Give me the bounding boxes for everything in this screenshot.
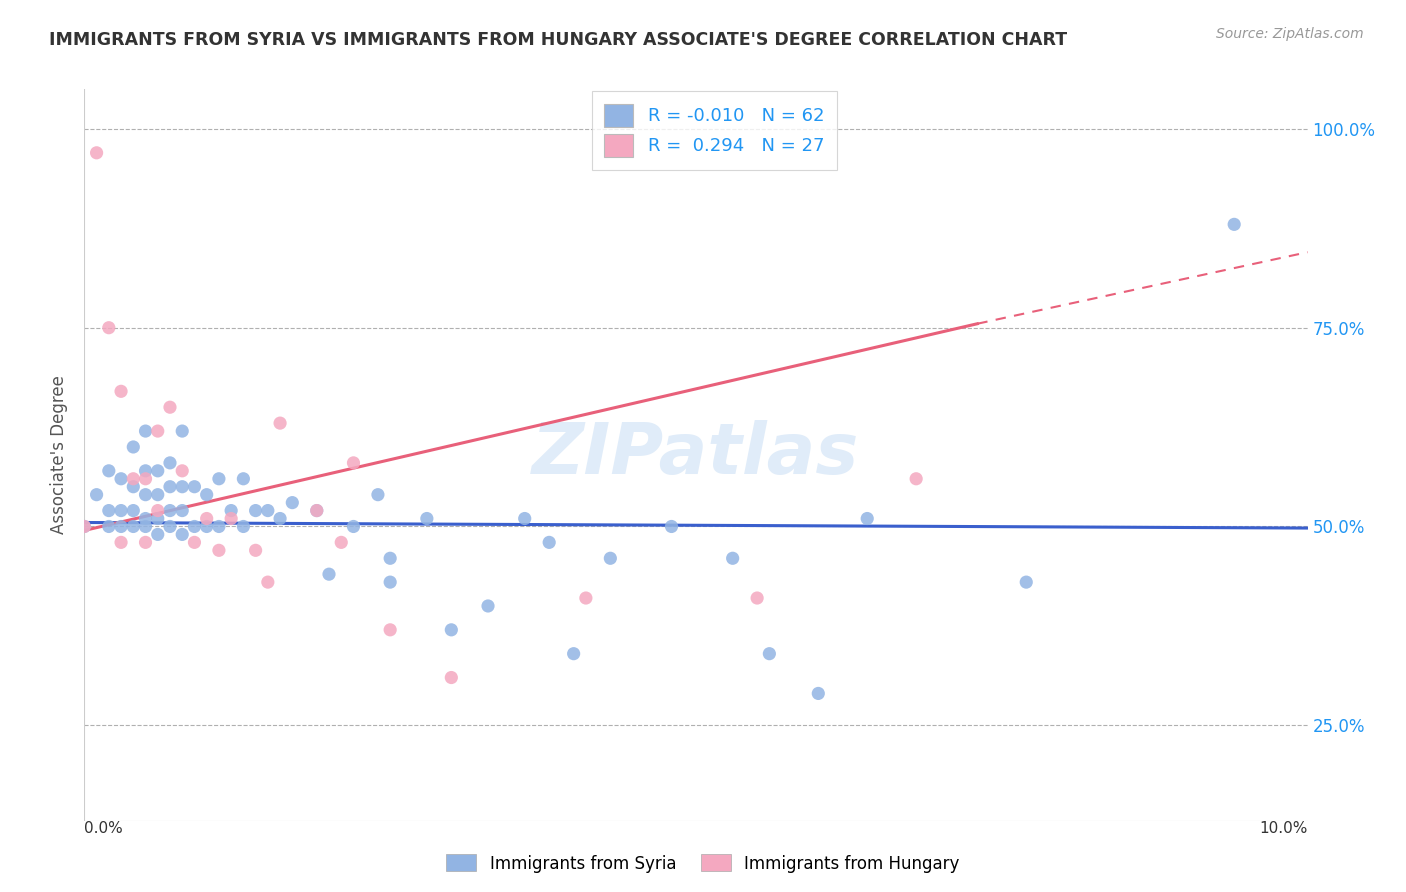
Point [159, 503, 181, 517]
Text: 0.0%: 0.0% [84, 821, 124, 836]
Point [110, 472, 132, 486]
Point [330, 535, 353, 549]
Point [562, 647, 585, 661]
Point [135, 535, 157, 549]
Point [513, 511, 536, 525]
Point [172, 424, 194, 438]
Point [195, 488, 218, 502]
Point [86, 145, 108, 160]
Point [195, 519, 218, 533]
Point [135, 488, 157, 502]
Point [477, 599, 499, 613]
Point [257, 503, 280, 517]
Point [269, 511, 291, 525]
Point [342, 456, 364, 470]
Point [159, 401, 181, 415]
Point [440, 671, 463, 685]
Point [135, 464, 157, 478]
Point [1015, 575, 1038, 590]
Legend: R = -0.010   N = 62, R =  0.294   N = 27: R = -0.010 N = 62, R = 0.294 N = 27 [592, 91, 837, 169]
Point [318, 567, 340, 582]
Point [599, 551, 621, 566]
Point [135, 472, 157, 486]
Point [232, 472, 254, 486]
Point [172, 527, 194, 541]
Point [135, 424, 157, 438]
Point [146, 488, 169, 502]
Point [86, 488, 108, 502]
Point [110, 503, 132, 517]
Point [159, 480, 181, 494]
Point [747, 591, 769, 605]
Point [97, 519, 120, 533]
Point [305, 503, 328, 517]
Point [856, 511, 879, 525]
Point [245, 543, 267, 558]
Point [146, 503, 169, 517]
Point [257, 575, 280, 590]
Point [1223, 218, 1246, 232]
Point [195, 511, 218, 525]
Point [807, 686, 830, 700]
Point [208, 543, 231, 558]
Point [183, 519, 205, 533]
Point [73, 519, 96, 533]
Point [183, 535, 205, 549]
Point [122, 472, 145, 486]
Point [110, 384, 132, 399]
Point [110, 535, 132, 549]
Point [110, 519, 132, 533]
Point [575, 591, 598, 605]
Point [172, 480, 194, 494]
Point [661, 519, 683, 533]
Point [367, 488, 389, 502]
Y-axis label: Associate's Degree: Associate's Degree [51, 376, 69, 534]
Text: Source: ZipAtlas.com: Source: ZipAtlas.com [1216, 27, 1364, 41]
Point [172, 464, 194, 478]
Point [97, 320, 120, 334]
Point [281, 495, 304, 509]
Point [122, 519, 145, 533]
Point [183, 480, 205, 494]
Point [232, 519, 254, 533]
Point [758, 647, 780, 661]
Text: ZIPatlas: ZIPatlas [533, 420, 859, 490]
Point [146, 527, 169, 541]
Point [208, 519, 231, 533]
Point [73, 519, 96, 533]
Point [122, 440, 145, 454]
Point [219, 503, 242, 517]
Point [538, 535, 561, 549]
Point [135, 519, 157, 533]
Point [122, 503, 145, 517]
Text: 10.0%: 10.0% [1260, 821, 1308, 836]
Point [208, 472, 231, 486]
Point [146, 464, 169, 478]
Point [905, 472, 928, 486]
Point [440, 623, 463, 637]
Point [380, 623, 402, 637]
Point [159, 519, 181, 533]
Legend: Immigrants from Syria, Immigrants from Hungary: Immigrants from Syria, Immigrants from H… [440, 847, 966, 880]
Point [219, 511, 242, 525]
Point [97, 464, 120, 478]
Point [721, 551, 744, 566]
Point [342, 519, 364, 533]
Point [305, 503, 328, 517]
Point [97, 503, 120, 517]
Point [172, 503, 194, 517]
Point [159, 456, 181, 470]
Point [416, 511, 439, 525]
Point [146, 424, 169, 438]
Point [380, 551, 402, 566]
Point [269, 416, 291, 430]
Point [146, 511, 169, 525]
Point [135, 511, 157, 525]
Point [245, 503, 267, 517]
Point [122, 480, 145, 494]
Point [380, 575, 402, 590]
Text: IMMIGRANTS FROM SYRIA VS IMMIGRANTS FROM HUNGARY ASSOCIATE'S DEGREE CORRELATION : IMMIGRANTS FROM SYRIA VS IMMIGRANTS FROM… [49, 31, 1067, 49]
